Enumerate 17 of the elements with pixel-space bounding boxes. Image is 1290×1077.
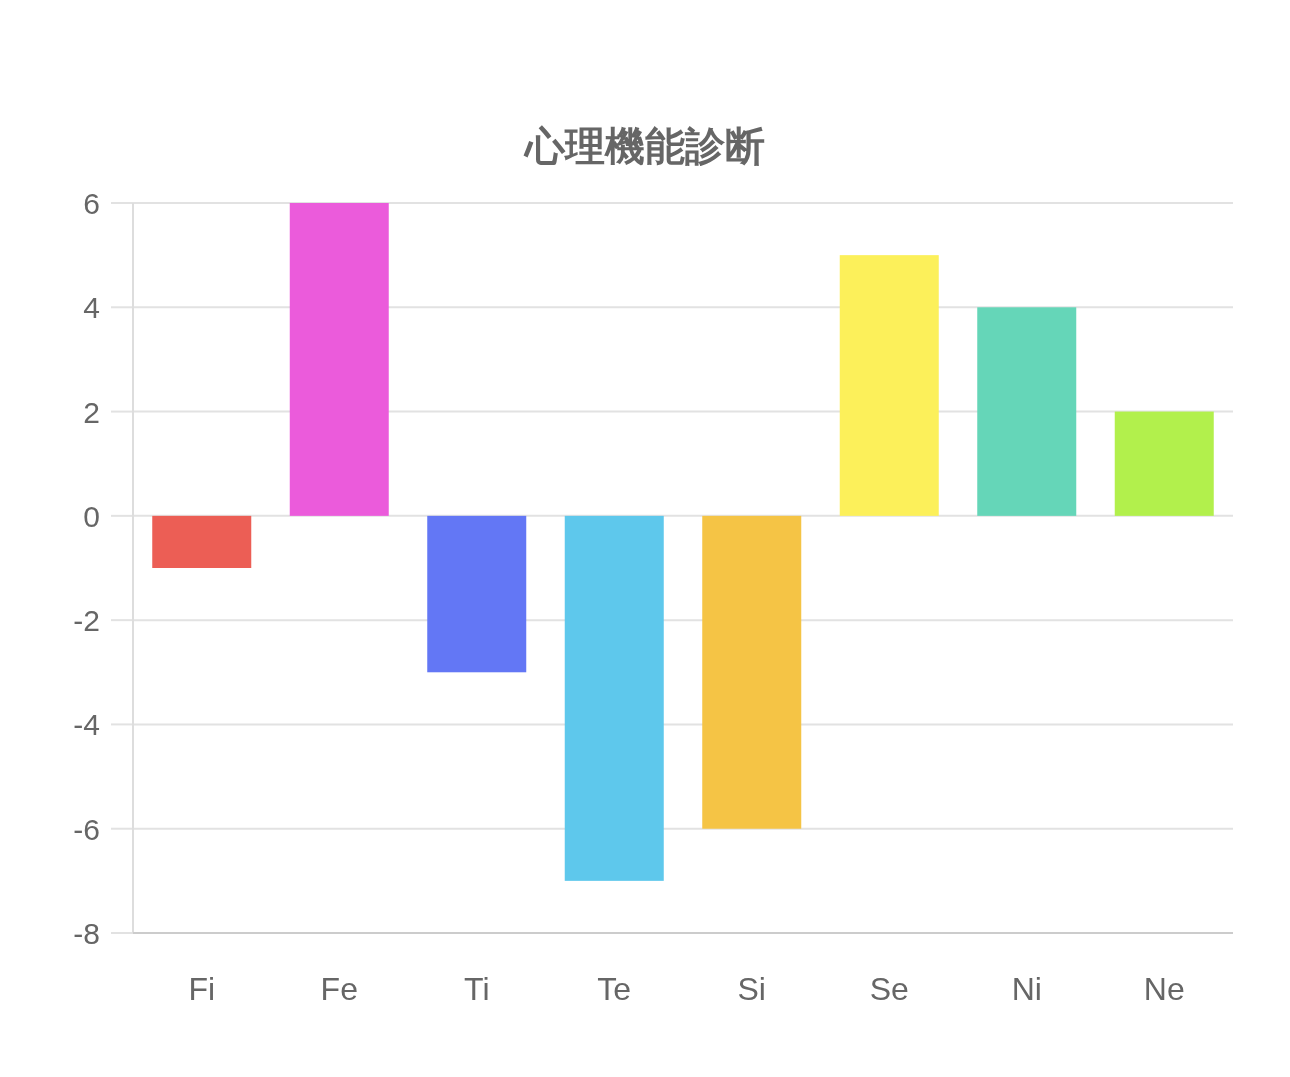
- y-tick-label: -4: [73, 708, 100, 742]
- x-tick-label: Fi: [188, 971, 216, 1007]
- y-tick-label: -2: [73, 604, 100, 638]
- x-tick-label: Fe: [320, 971, 358, 1007]
- chart-title: 心理機能診断: [523, 124, 765, 168]
- y-tick-label: 4: [83, 291, 100, 325]
- x-tick-label: Te: [597, 971, 632, 1007]
- x-tick-label: Si: [737, 971, 766, 1007]
- x-tick-label: Ni: [1011, 971, 1042, 1007]
- y-tick-label: -6: [73, 812, 100, 846]
- y-tick-label: 6: [83, 187, 100, 220]
- y-tick-label: 2: [83, 395, 100, 429]
- x-tick-label: Ne: [1143, 971, 1185, 1007]
- y-tick-label: 0: [83, 499, 100, 533]
- x-tick-label: Se: [869, 971, 909, 1007]
- x-tick-label: Ti: [464, 971, 490, 1007]
- y-tick-label: -8: [73, 917, 100, 950]
